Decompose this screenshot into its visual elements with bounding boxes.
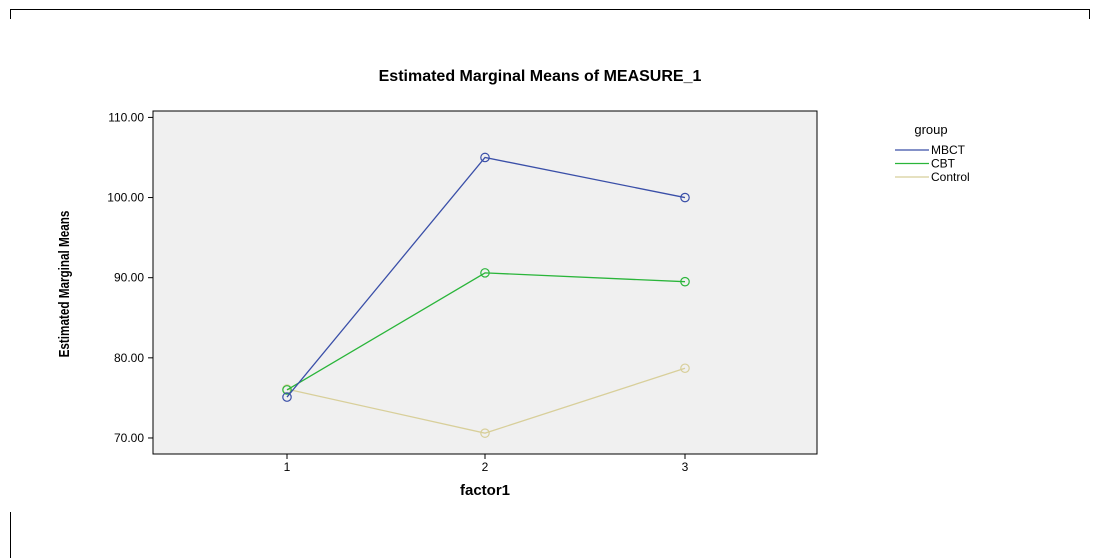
data-point-cbt (680, 276, 690, 287)
y-tick-label: 110.00 (108, 110, 144, 124)
legend-label-mbct: MBCT (931, 143, 966, 157)
legend-label-control: Control (931, 170, 970, 184)
series-line-mbct (286, 156, 686, 398)
frame-left-tick (10, 9, 11, 19)
data-point-mbct (480, 152, 490, 163)
x-axis-title: factor1 (460, 482, 510, 499)
series-line-cbt (286, 272, 686, 391)
legend-title: group (914, 122, 947, 137)
series-line-control (286, 367, 686, 434)
x-tick-label: 2 (482, 460, 489, 474)
frame-top-border (10, 9, 1090, 10)
y-tick-label: 100.00 (107, 191, 144, 205)
y-axis-title: Estimated Marginal Means (56, 211, 73, 358)
y-tick-label: 80.00 (114, 351, 144, 365)
data-point-mbct (282, 392, 292, 402)
plot-area (152, 110, 818, 455)
data-point-control (680, 363, 690, 374)
chart-title: Estimated Marginal Means of MEASURE_1 (379, 68, 702, 85)
x-tick-label: 3 (682, 460, 689, 474)
y-axis: 70.00 80.00 90.00 100.00 110.00 (107, 110, 153, 445)
data-point-mbct (680, 192, 690, 203)
y-tick-label: 90.00 (114, 271, 144, 285)
data-point-cbt (282, 385, 292, 395)
frame-right-tick (1089, 9, 1090, 19)
legend-label-cbt: CBT (931, 157, 956, 171)
frame-bottom-left-border (10, 512, 11, 558)
x-axis: 1 2 3 (284, 454, 689, 474)
series-layer (282, 152, 690, 438)
y-tick-label: 70.00 (114, 431, 144, 445)
data-point-cbt (480, 268, 490, 278)
data-point-control (480, 428, 490, 438)
x-tick-label: 1 (284, 460, 291, 474)
